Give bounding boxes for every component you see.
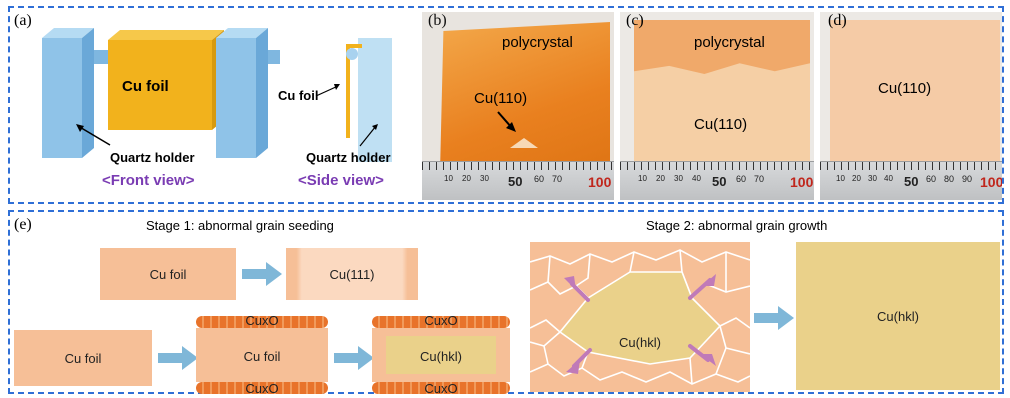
b-polycrystal-label: polycrystal — [502, 34, 573, 51]
panel-a-label: (a) — [14, 12, 32, 29]
side-view-title: <Side view> — [298, 172, 384, 189]
photo-b: 10 20 30 50 60 70 100 — [422, 12, 614, 200]
photo-d: 10 20 30 40 50 60 80 90 100 — [820, 12, 1002, 200]
cuhkl-growth-label: Cu(hkl) — [619, 334, 661, 350]
grain-seeded-foil — [372, 316, 510, 394]
b-grain-label: Cu(110) — [474, 90, 528, 107]
left-pillar-front — [42, 38, 82, 158]
right-pillar-front — [216, 38, 256, 158]
c-grain-label: Cu(110) — [694, 116, 748, 133]
ruler-d: 10 20 30 40 50 60 80 90 100 — [820, 161, 1002, 200]
cu111-box: Cu(111) — [286, 248, 418, 300]
right-pillar — [216, 28, 268, 38]
stage2-title: Stage 2: abnormal grain growth — [646, 218, 828, 233]
abnormal-grain — [558, 271, 722, 365]
ruler-c: 10 20 30 40 50 60 70 100 — [620, 161, 814, 200]
quartz-holder-front-label: Quartz holder — [110, 150, 195, 165]
side-cu-foil — [346, 44, 350, 138]
foil-bottom-box: Cu foil — [14, 330, 152, 386]
oxidized-foil — [196, 316, 328, 394]
stage1-title: Stage 1: abnormal grain seeding — [146, 218, 334, 233]
d-grain-label: Cu(110) — [878, 80, 932, 97]
arrow-row2a — [158, 346, 198, 370]
cuxo-bottom-2: CuxO — [424, 380, 458, 396]
cuxo-bottom-1: CuxO — [245, 380, 279, 396]
cu-foil-label: Cu foil — [122, 78, 169, 95]
holder-diagram — [42, 28, 392, 162]
b-arrow — [497, 111, 516, 132]
quartz-holder-side-label: Quartz holder — [306, 150, 391, 165]
panel-e-label: (e) — [14, 216, 32, 233]
panel-d-label: (d) — [828, 12, 847, 29]
cuxo-top-2: CuxO — [424, 312, 458, 328]
right-pillar-side — [256, 28, 268, 158]
ruler-b: 10 20 30 50 60 70 100 — [422, 161, 614, 200]
cu-foil-side-label: Cu foil — [278, 88, 319, 103]
side-holder — [358, 38, 392, 162]
cuxo-top-1: CuxO — [245, 312, 279, 328]
grain-network — [530, 242, 750, 392]
left-pillar-side — [82, 28, 94, 158]
cuhkl-center-label: Cu(hkl) — [420, 348, 462, 364]
arrow-row2b — [334, 346, 374, 370]
cu-foil-front — [108, 40, 212, 130]
front-view-title: <Front view> — [102, 172, 195, 189]
foil-oxidized-label: Cu foil — [243, 348, 281, 364]
cuhkl-final-box: Cu(hkl) — [796, 242, 1000, 390]
top-frame — [8, 6, 1004, 204]
arrow-stage2 — [754, 306, 794, 330]
panel-c-label: (c) — [626, 12, 644, 29]
left-pillar — [42, 28, 94, 38]
c-polycrystal-label: polycrystal — [694, 34, 765, 51]
arrow-row1 — [242, 262, 282, 286]
panel-b-label: (b) — [428, 12, 447, 29]
foil-top-box: Cu foil — [100, 248, 236, 300]
photo-c: 10 20 30 40 50 60 70 100 — [620, 12, 814, 200]
